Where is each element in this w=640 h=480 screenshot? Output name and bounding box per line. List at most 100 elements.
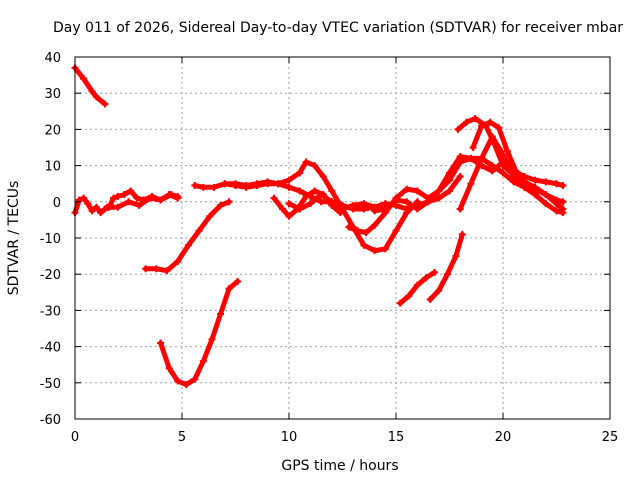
x-tick-label: 20: [495, 430, 512, 445]
data-point: [114, 192, 122, 200]
data-point: [488, 162, 496, 170]
data-point: [317, 191, 325, 199]
data-point: [165, 364, 173, 372]
series-s11: [371, 153, 567, 217]
data-point: [92, 203, 100, 211]
data-point: [191, 375, 199, 383]
data-point: [296, 169, 304, 177]
data-point: [110, 194, 118, 202]
data-point: [296, 187, 304, 195]
series-line: [158, 278, 241, 388]
data-point: [167, 191, 175, 199]
data-point: [435, 286, 443, 294]
data-point: [435, 194, 443, 202]
data-point: [279, 205, 287, 213]
data-point: [225, 198, 233, 206]
data-point: [512, 167, 520, 175]
data-point: [486, 118, 494, 126]
data-point: [446, 169, 453, 177]
series-s15: [396, 268, 439, 307]
data-point: [101, 100, 109, 108]
series-line: [427, 231, 465, 302]
grid: [75, 57, 610, 419]
data-point: [264, 180, 272, 188]
y-tick-label: 10: [44, 160, 61, 175]
x-axis-label: GPS time / hours: [281, 458, 398, 474]
data-point: [306, 200, 314, 208]
data-series: [71, 64, 567, 389]
data-point: [157, 196, 165, 204]
data-point: [381, 245, 389, 253]
series-s9: [285, 191, 379, 213]
series-s16: [426, 230, 466, 304]
data-point: [142, 265, 150, 273]
data-point: [413, 187, 421, 195]
data-point: [174, 258, 182, 266]
data-point: [302, 192, 310, 200]
data-point: [210, 183, 218, 191]
data-point: [146, 194, 154, 202]
data-point: [242, 183, 250, 191]
data-point: [135, 201, 143, 209]
data-point: [84, 200, 92, 208]
data-point: [456, 172, 464, 180]
y-tick-label: -50: [40, 377, 61, 392]
data-point: [253, 182, 261, 190]
data-point: [542, 200, 550, 208]
data-point: [553, 207, 560, 215]
series-s7: [221, 158, 421, 255]
series-s3: [103, 191, 182, 211]
data-point: [199, 357, 207, 365]
series-s1: [71, 64, 109, 108]
data-point: [559, 198, 567, 206]
series-s4: [142, 198, 233, 275]
data-point: [392, 196, 400, 204]
data-point: [431, 268, 439, 276]
data-point: [163, 267, 171, 275]
data-point: [311, 187, 319, 195]
data-point: [206, 212, 214, 220]
series-s5: [157, 277, 242, 389]
data-point: [559, 205, 567, 213]
y-tick-label: -10: [40, 232, 61, 247]
data-point: [274, 180, 282, 188]
data-point: [285, 176, 293, 184]
data-point: [184, 241, 192, 249]
data-point: [520, 178, 528, 186]
data-point: [469, 144, 477, 151]
data-point: [120, 191, 128, 199]
data-point: [217, 201, 225, 209]
data-point: [88, 87, 96, 95]
data-point: [499, 169, 507, 177]
data-point: [285, 183, 293, 191]
x-tick-label: 25: [602, 430, 619, 445]
data-point: [495, 124, 503, 132]
data-point: [413, 281, 421, 289]
data-point: [405, 292, 413, 300]
data-point: [559, 182, 567, 190]
data-point: [114, 203, 122, 211]
data-point: [317, 198, 325, 206]
y-tick-label: -30: [40, 304, 61, 319]
data-point: [553, 200, 560, 208]
y-tick-label: -40: [40, 341, 61, 356]
data-point: [311, 162, 319, 170]
data-point: [221, 180, 229, 188]
data-point: [435, 187, 443, 195]
y-tick-label: 0: [53, 196, 61, 211]
data-point: [88, 207, 96, 215]
data-point: [392, 227, 400, 235]
data-point: [471, 115, 479, 123]
data-point: [503, 147, 511, 155]
data-point: [478, 154, 486, 162]
data-point: [217, 310, 225, 318]
data-point: [345, 223, 353, 231]
data-point: [285, 212, 293, 220]
data-point: [234, 277, 242, 285]
data-point: [353, 227, 361, 235]
x-tick-label: 0: [71, 430, 79, 445]
x-tick-label: 10: [281, 430, 298, 445]
data-point: [371, 247, 379, 255]
data-point: [80, 75, 88, 83]
data-point: [157, 339, 165, 347]
